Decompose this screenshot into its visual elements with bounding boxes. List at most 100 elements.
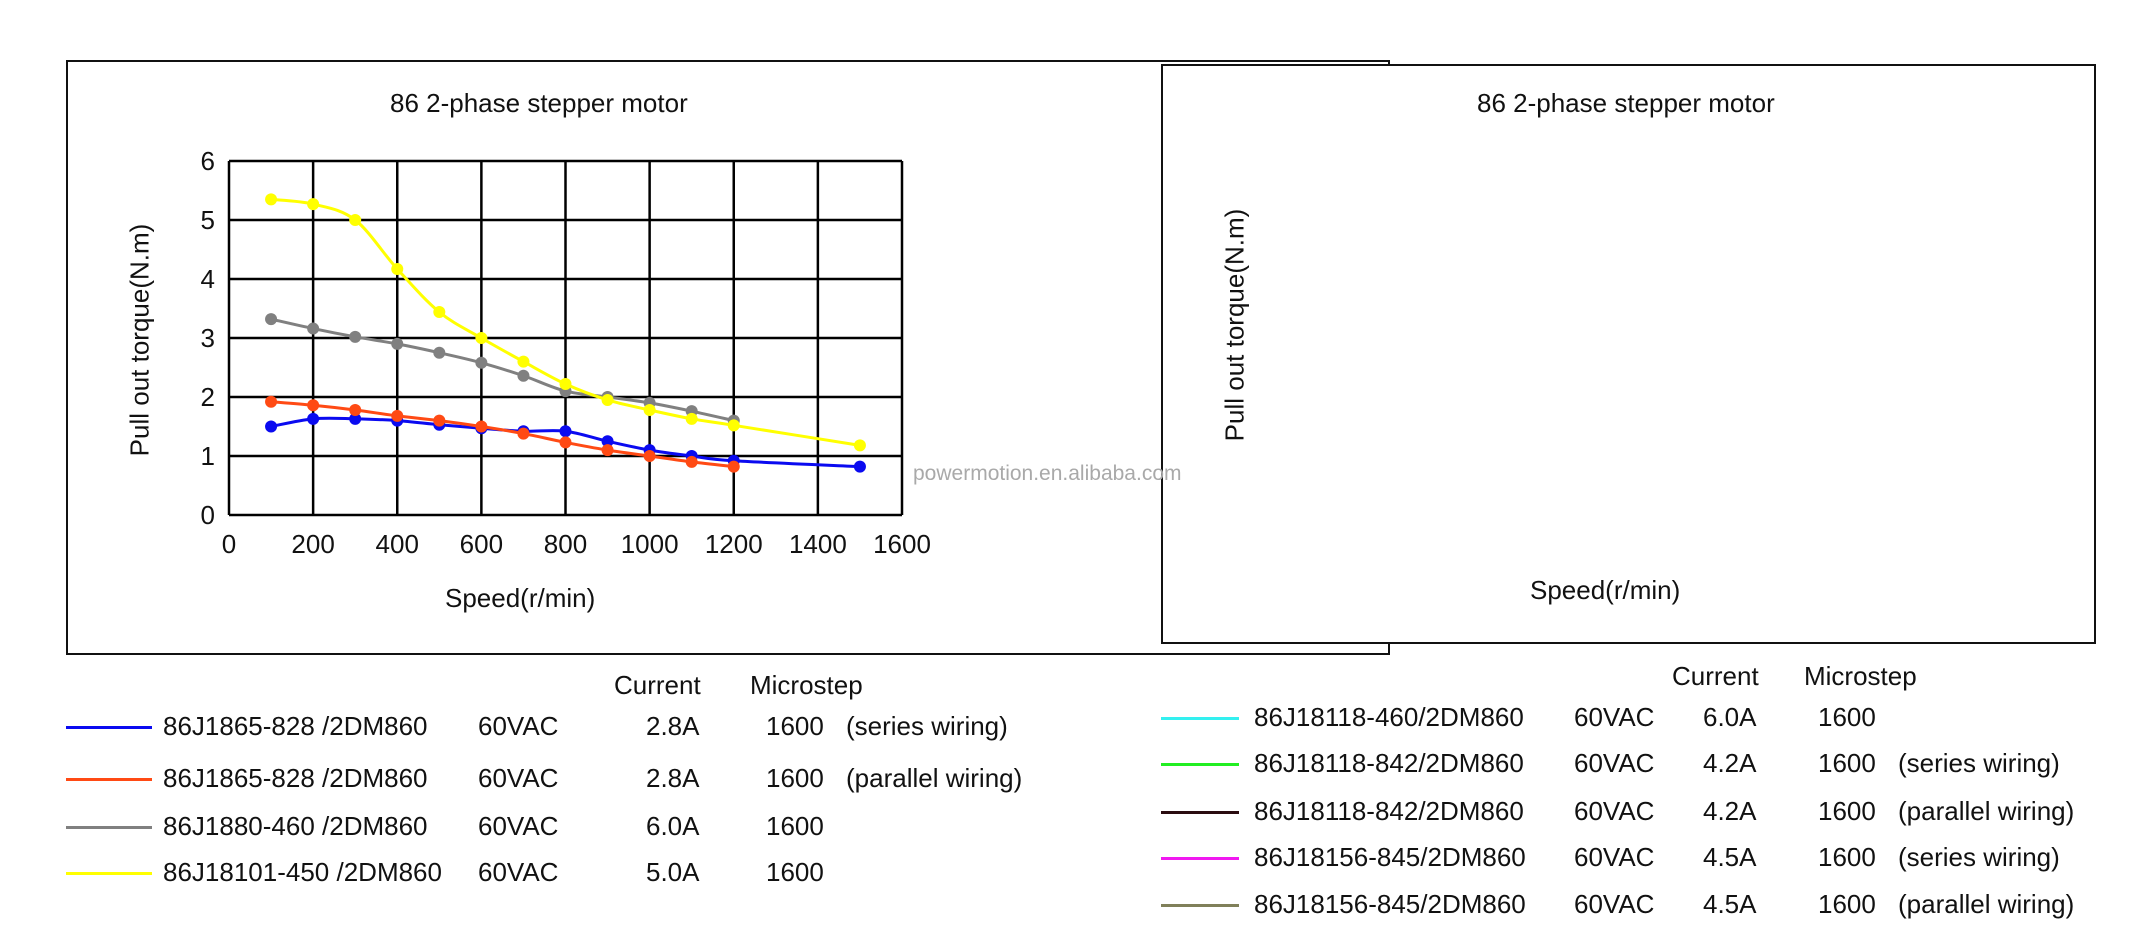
data-point [559,378,572,391]
legend-current: 4.5A [1703,889,1757,919]
data-point [265,395,278,408]
legend-header-microstep-right: Microstep [1804,661,1917,691]
legend-swatch [1161,763,1239,766]
legend-microstep: 1600 [1818,796,1876,826]
data-point [685,412,698,425]
chart-title-right: 86 2-phase stepper motor [1477,88,1775,118]
legend-current: 2.8A [646,763,700,793]
y-tick-label: 1 [201,441,215,471]
data-point [853,460,866,473]
legend-swatch [66,826,152,829]
data-point [727,460,740,473]
data-point [475,356,488,369]
data-point [517,355,530,368]
data-point [391,337,404,350]
legend-note: (series wiring) [1898,842,2060,872]
y-axis-label-right: Pull out torque(N.m) [1219,208,1250,442]
chart-title-left: 86 2-phase stepper motor [390,88,688,118]
legend-header-current-right: Current [1672,661,1759,691]
legend-voltage: 60VAC [1574,748,1655,778]
x-tick-label: 1000 [621,529,679,559]
legend-swatch [1161,811,1239,814]
data-point [391,409,404,422]
data-point [265,313,278,326]
legend-name: 86J18156-845/2DM860 [1254,889,1526,919]
data-point [265,420,278,433]
data-point [307,198,320,211]
data-point [475,332,488,344]
y-tick-label: 4 [201,264,215,294]
series-line [270,317,735,423]
x-tick-label: 800 [544,529,587,559]
legend-microstep: 1600 [766,857,824,887]
legend-microstep: 1600 [1818,842,1876,872]
legend-name: 86J18118-842/2DM860 [1254,748,1524,778]
data-point [391,262,404,275]
x-tick-label: 400 [376,529,419,559]
legend-voltage: 60VAC [478,811,559,841]
legend-name: 86J18118-842/2DM860 [1254,796,1524,826]
data-point [517,427,530,440]
legend-note: (parallel wiring) [1898,796,2075,826]
data-point [433,346,446,359]
data-point [517,369,530,382]
data-point [601,444,614,457]
legend-microstep: 1600 [766,811,824,841]
legend-microstep: 1600 [1818,889,1876,919]
x-tick-label: 1200 [705,529,763,559]
data-point [601,435,614,448]
x-axis-label-left: Speed(r/min) [445,583,596,613]
legend-name: 86J18101-450 /2DM860 [163,857,442,887]
legend-swatch [1161,904,1239,907]
data-point [685,455,698,468]
legend-current: 4.2A [1703,748,1757,778]
legend-swatch [66,872,152,875]
legend-name: 86J18156-845/2DM860 [1254,842,1526,872]
data-point [307,399,320,412]
legend-voltage: 60VAC [1574,842,1655,872]
legend-voltage: 60VAC [1574,702,1655,732]
legend-note: (parallel wiring) [1898,889,2075,919]
y-tick-label: 3 [201,323,215,353]
legend-current: 4.2A [1703,796,1757,826]
x-tick-label: 1600 [873,529,931,559]
legend-name: 86J1880-460 /2DM860 [163,811,428,841]
data-point [349,214,362,226]
data-point [475,420,488,433]
legend-current: 6.0A [1703,702,1757,732]
legend-microstep: 1600 [766,711,824,741]
legend-voltage: 60VAC [478,711,559,741]
data-point [727,419,740,432]
legend-current: 5.0A [646,857,700,887]
data-point [307,412,320,425]
legend-voltage: 60VAC [1574,796,1655,826]
data-point [433,306,446,319]
legend-current: 4.5A [1703,842,1757,872]
legend-swatch [66,778,152,781]
data-point [433,414,446,427]
y-axis-label-left: Pull out torque(N.m) [124,223,155,457]
legend-microstep: 1600 [1818,702,1876,732]
data-point [349,330,362,343]
data-point [559,436,572,449]
data-point [349,412,362,425]
data-point [643,403,656,416]
legend-note: (series wiring) [1898,748,2060,778]
legend-name: 86J18118-460/2DM860 [1254,702,1524,732]
data-point [349,403,362,416]
y-tick-label: 6 [201,146,215,176]
data-point [307,322,320,335]
data-point [559,425,572,438]
legend-microstep: 1600 [1818,748,1876,778]
legend-current: 2.8A [646,711,700,741]
y-tick-label: 5 [201,205,215,235]
legend-name: 86J1865-828 /2DM860 [163,763,428,793]
data-point [853,439,866,452]
watermark: powermotion.en.alibaba.com [913,462,1182,485]
y-tick-label: 0 [201,500,215,530]
x-tick-label: 0 [222,529,236,559]
x-tick-label: 1400 [789,529,847,559]
legend-swatch [66,726,152,729]
legend-swatch [1161,857,1239,860]
chart-frame-right [1161,64,2096,644]
